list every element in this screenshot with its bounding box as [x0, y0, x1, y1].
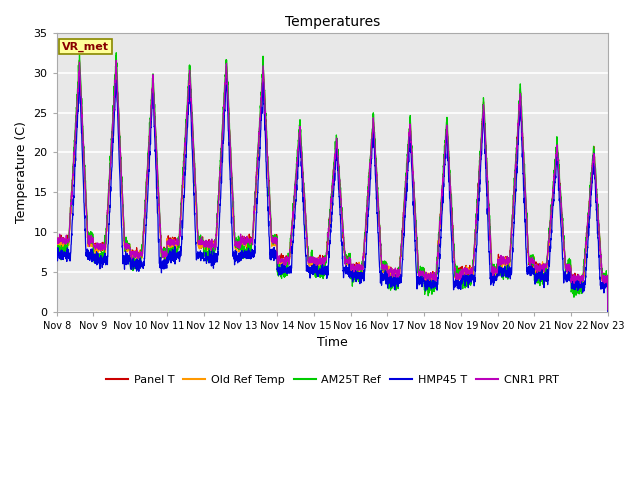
X-axis label: Time: Time — [317, 336, 348, 349]
Text: VR_met: VR_met — [62, 41, 109, 51]
Y-axis label: Temperature (C): Temperature (C) — [15, 121, 28, 223]
Title: Temperatures: Temperatures — [285, 15, 380, 29]
Legend: Panel T, Old Ref Temp, AM25T Ref, HMP45 T, CNR1 PRT: Panel T, Old Ref Temp, AM25T Ref, HMP45 … — [102, 371, 563, 390]
